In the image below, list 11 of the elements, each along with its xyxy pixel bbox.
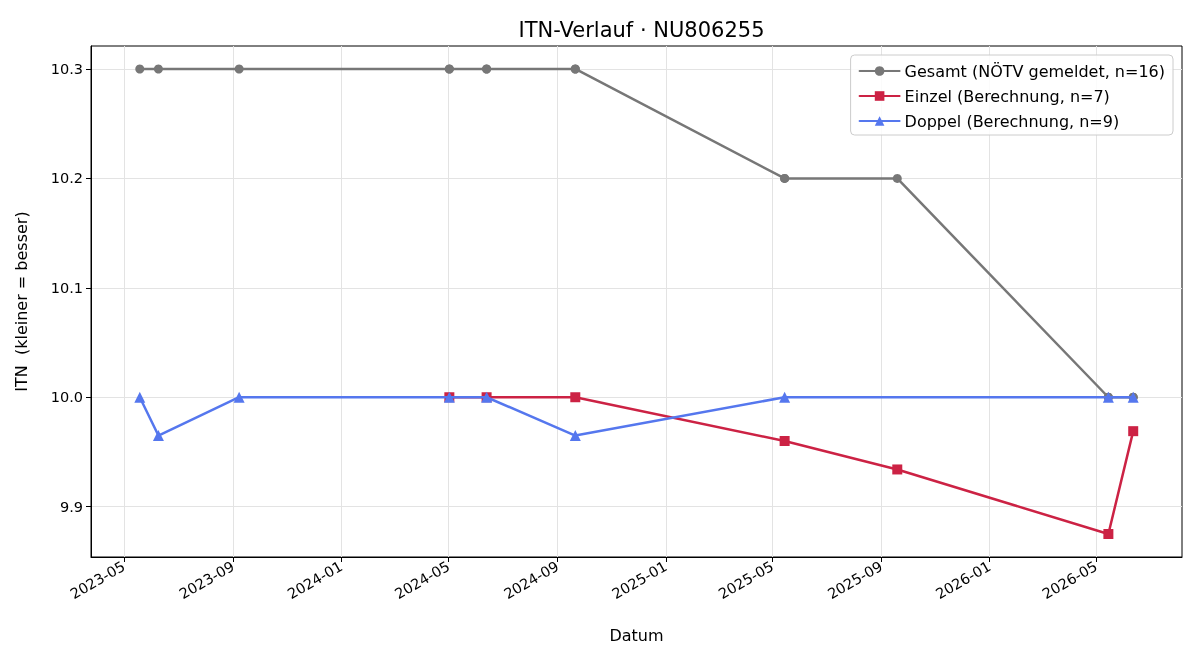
y-tick-label: 10.1	[50, 279, 83, 296]
y-tick-label: 10.3	[50, 60, 83, 77]
legend-label: Gesamt (NÖTV gemeldet, n=16)	[904, 61, 1165, 81]
y-tick-label: 10.2	[50, 170, 83, 187]
y-tick-label: 10.0	[50, 389, 83, 406]
y-tick-label: 9.9	[59, 498, 83, 515]
legend-label: Doppel (Berechnung, n=9)	[904, 111, 1120, 131]
legend-label: Einzel (Berechnung, n=7)	[904, 86, 1110, 106]
x-axis-title: Datum	[609, 625, 664, 645]
y-axis-title: ITN (kleiner = besser)	[11, 211, 31, 392]
chart-title: ITN-Verlauf · NU806255	[518, 17, 765, 42]
